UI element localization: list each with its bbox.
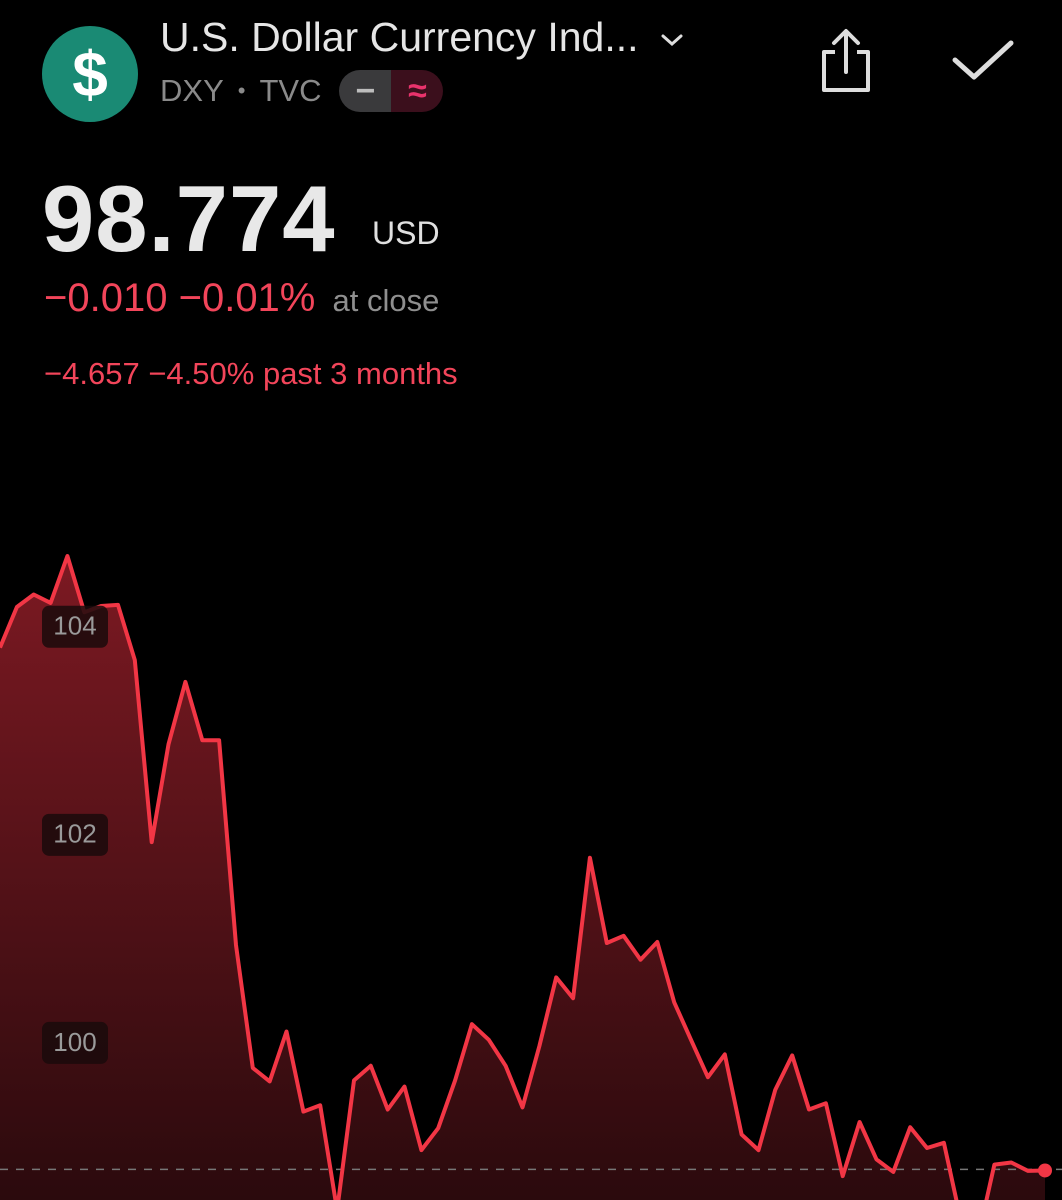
badges: − ≈ [339, 70, 444, 112]
y-tick-box [42, 605, 108, 648]
period-change-percent: −4.50% [148, 356, 255, 391]
asset-title[interactable]: U.S. Dollar Currency Ind... [160, 14, 684, 61]
change-percent: −0.01% [178, 276, 316, 320]
price: 98.774 [42, 166, 336, 271]
last-point [1038, 1163, 1052, 1178]
y-tick-label: 100 [53, 1027, 96, 1057]
change: −0.010 [44, 276, 168, 320]
asset-icon: $ [42, 26, 138, 122]
symbol: DXY [160, 73, 224, 108]
y-tick-label: 102 [53, 819, 96, 849]
exchange: TVC [259, 73, 322, 108]
badge: ≈ [391, 70, 444, 112]
period: past 3 months [262, 356, 458, 391]
y-tick-box [42, 813, 108, 856]
share-button[interactable] [818, 28, 874, 94]
badge: − [339, 70, 392, 112]
daily-change: −0.010 −0.01% at close [44, 276, 439, 321]
price-line [0, 554, 1046, 1200]
done-button[interactable] [950, 38, 1016, 82]
period-change: −4.657 −4.50% past 3 months [44, 356, 458, 392]
status: at close [332, 283, 440, 318]
currency: USD [372, 215, 440, 251]
price-chart: 100 102 104 [0, 554, 1062, 1200]
asset-subtitle: DXY • TVC − ≈ [160, 70, 444, 112]
dropdown-chevron [661, 34, 683, 47]
y-tick-label: 104 [53, 611, 96, 641]
title-text: U.S. Dollar Currency Ind... [160, 14, 639, 60]
separator: • [237, 78, 246, 103]
y-tick-box [42, 1021, 108, 1064]
period-change-value: −4.657 [44, 356, 140, 391]
